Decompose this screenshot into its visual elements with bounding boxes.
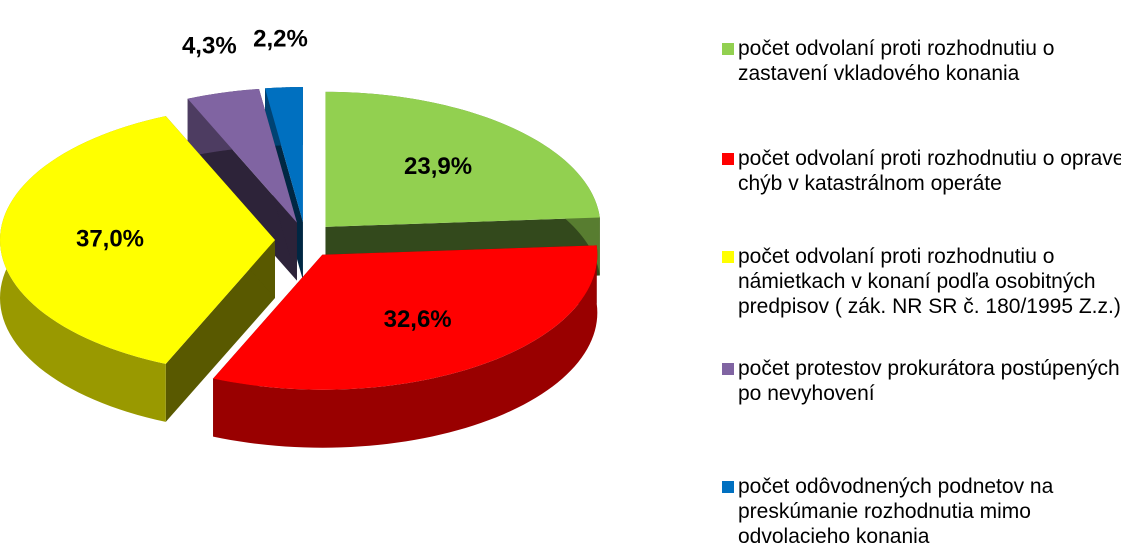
slice <box>187 88 297 223</box>
legend-swatch <box>722 363 734 375</box>
slice <box>265 87 303 223</box>
legend-label: počet odvolaní proti rozhodnutiu o námie… <box>738 245 1121 318</box>
legend-swatch <box>722 153 734 165</box>
legend-entry: počet odôvodnených podnetov na preskúman… <box>722 474 1121 549</box>
slice <box>325 91 600 227</box>
legend-swatch <box>722 43 734 55</box>
legend-label: počet protestov prokurátora postúpených … <box>738 357 1120 405</box>
legend-label: počet odvolaní proti rozhodnutiu o zasta… <box>738 37 1055 85</box>
legend-entry: počet protestov prokurátora postúpených … <box>722 356 1121 406</box>
slice-side <box>213 245 598 448</box>
legend-label: počet odôvodnených podnetov na preskúman… <box>738 475 1054 548</box>
legend-entry: počet odvolaní proti rozhodnutiu o oprav… <box>722 146 1121 196</box>
legend-swatch <box>722 251 734 263</box>
data-label: 23,9% <box>404 153 472 180</box>
data-label: 4,3% <box>182 33 237 60</box>
slice-side <box>165 240 275 422</box>
data-label: 37,0% <box>76 225 144 252</box>
legend-swatch <box>722 481 734 493</box>
legend-entry: počet odvolaní proti rozhodnutiu o námie… <box>722 244 1121 319</box>
legend-entry: počet odvolaní proti rozhodnutiu o zasta… <box>722 36 1121 86</box>
data-label: 2,2% <box>253 26 308 53</box>
slice <box>213 245 598 390</box>
legend-label: počet odvolaní proti rozhodnutiu o oprav… <box>738 147 1121 195</box>
data-label: 32,6% <box>384 306 452 333</box>
slice <box>0 116 275 364</box>
